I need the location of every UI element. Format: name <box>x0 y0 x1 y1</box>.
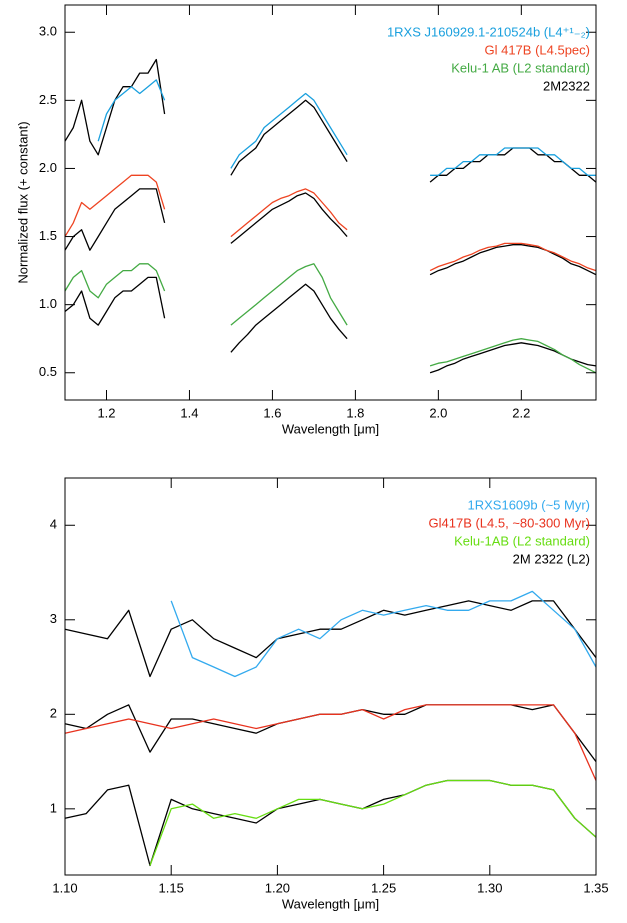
x-axis-label: Wavelength [μm] <box>282 421 379 436</box>
spectrum <box>64 276 597 374</box>
legend-entry: Gl417B (L4.5, ~80-300 Myr) <box>429 515 591 530</box>
legend-entry: Kelu-1 AB (L2 standard) <box>451 60 590 75</box>
spectrum <box>64 263 597 374</box>
y-tick-label: 4 <box>50 517 57 532</box>
x-tick-label: 1.10 <box>52 880 77 895</box>
spectrum <box>97 79 596 176</box>
y-tick-label: 2.0 <box>39 160 57 175</box>
y-tick-label: 1 <box>50 800 57 815</box>
y-tick-label: 2.5 <box>39 92 57 107</box>
spectrum <box>64 174 597 272</box>
x-tick-label: 1.15 <box>159 880 184 895</box>
legend-entry: 2M 2322 (L2) <box>513 551 590 566</box>
y-tick-label: 2 <box>50 706 57 721</box>
y-tick-label: 1.0 <box>39 296 57 311</box>
spectrum <box>170 590 597 678</box>
legend-entry: Gl 417B (L4.5pec) <box>484 42 590 57</box>
x-tick-label: 1.35 <box>583 880 608 895</box>
spectrum <box>64 58 597 183</box>
plot-frame <box>64 477 597 876</box>
legend-entry: Kelu-1AB (L2 standard) <box>454 533 590 548</box>
legend-entry: 2M2322 <box>543 78 590 93</box>
y-tick-label: 0.5 <box>39 364 57 379</box>
spectrum <box>149 779 597 866</box>
x-tick-label: 1.2 <box>97 405 115 420</box>
x-tick-label: 2.0 <box>429 405 447 420</box>
x-tick-label: 1.20 <box>265 880 290 895</box>
spectrum <box>64 704 597 781</box>
x-tick-label: 1.25 <box>371 880 396 895</box>
spectrum <box>64 779 597 867</box>
y-tick-label: 3.0 <box>39 24 57 39</box>
x-tick-label: 2.2 <box>512 405 530 420</box>
y-axis-label: Normalized flux (+ constant) <box>15 121 30 283</box>
spectrum <box>64 600 597 678</box>
x-tick-label: 1.4 <box>180 405 198 420</box>
x-axis-label: Wavelength [μm] <box>282 896 379 911</box>
legend-entry: 1RXS J160929.1-210524b (L4⁺¹₋₂) <box>387 24 590 39</box>
x-tick-label: 1.8 <box>346 405 364 420</box>
x-tick-label: 1.6 <box>263 405 281 420</box>
x-tick-label: 1.30 <box>477 880 502 895</box>
spectrum <box>64 704 597 762</box>
spectrum <box>64 188 597 276</box>
plot-frame <box>64 4 597 401</box>
y-tick-label: 1.5 <box>39 228 57 243</box>
y-tick-label: 3 <box>50 611 57 626</box>
legend-entry: 1RXS1609b (~5 Myr) <box>468 497 590 512</box>
